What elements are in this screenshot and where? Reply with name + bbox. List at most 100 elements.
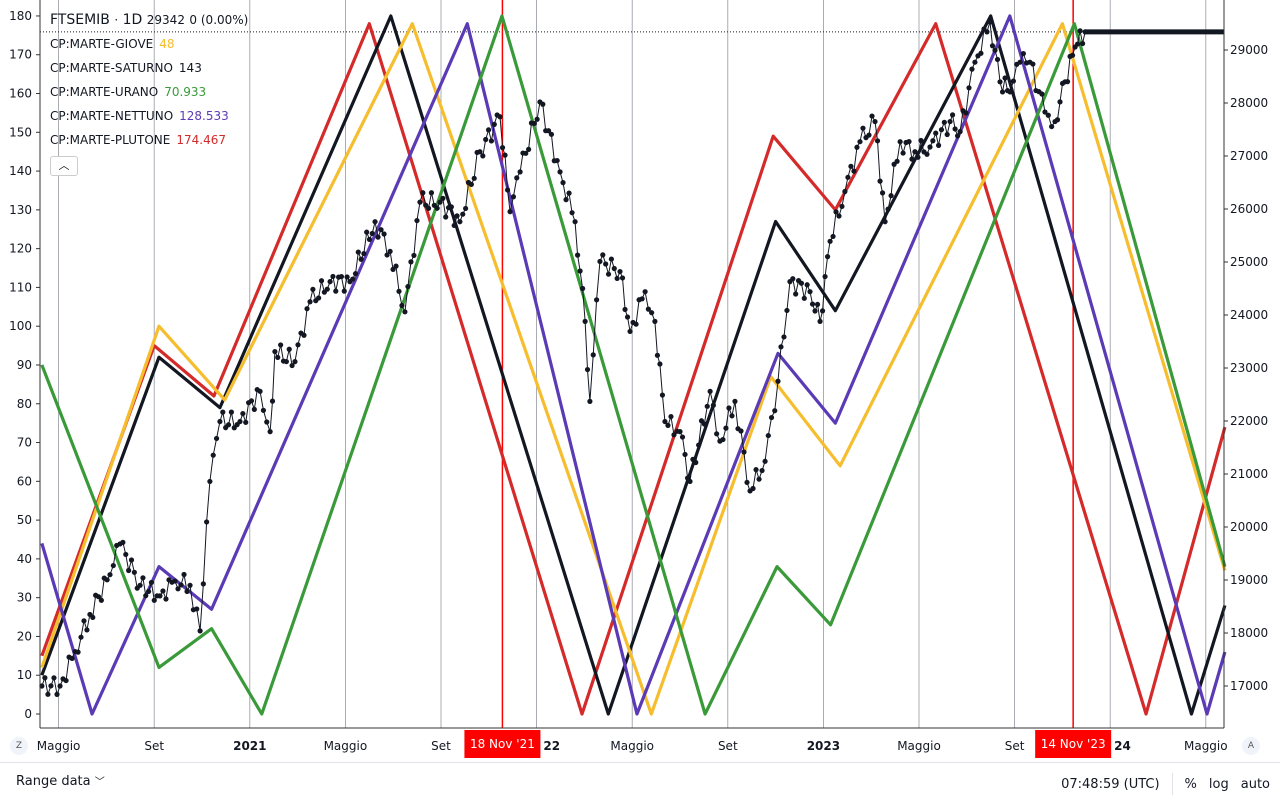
price-point — [45, 691, 51, 697]
price-point — [619, 275, 626, 281]
price-point — [842, 188, 848, 195]
price-point — [909, 156, 915, 162]
price-point — [488, 138, 495, 144]
price-point — [874, 138, 881, 144]
price-point — [200, 581, 206, 587]
price-point — [784, 307, 790, 314]
log-toggle[interactable]: log — [1208, 776, 1229, 792]
price-point — [732, 398, 738, 404]
legend-title[interactable]: FTSEMIB · 1D 29342 0 (0.00%) — [50, 8, 248, 32]
price-point — [593, 297, 600, 303]
auto-toggle[interactable]: auto — [1240, 776, 1270, 792]
scroll-left-button[interactable]: Z — [10, 737, 28, 755]
price-point — [1077, 28, 1083, 34]
price-point — [243, 419, 249, 425]
price-point — [69, 655, 75, 661]
price-point — [1079, 40, 1086, 47]
price-point — [289, 362, 295, 369]
price-point — [807, 289, 813, 295]
price-point — [402, 309, 408, 315]
legend-indicator[interactable]: CP:MARTE-NETTUNO 128.533 — [50, 104, 248, 128]
left-tick-label: 180 — [9, 9, 32, 23]
price-point — [54, 691, 60, 697]
price-point — [264, 419, 270, 425]
price-point — [39, 683, 45, 689]
price-point — [814, 301, 821, 308]
price-point — [248, 398, 255, 404]
price-point — [649, 310, 655, 316]
price-point — [146, 588, 152, 595]
price-point — [545, 128, 552, 134]
left-tick-label: 100 — [9, 319, 32, 333]
percent-toggle[interactable]: % — [1184, 776, 1197, 792]
price-point — [989, 43, 996, 49]
price-point — [1030, 61, 1036, 67]
price-point — [1010, 78, 1017, 84]
price-point — [120, 539, 126, 545]
price-point — [720, 436, 726, 443]
indicator-line-cp-marte-plutone — [40, 22, 1227, 716]
price-point — [341, 288, 347, 294]
price-point — [933, 130, 939, 136]
price-point — [693, 459, 699, 466]
left-tick-label: 40 — [17, 552, 32, 566]
price-chart[interactable]: Maggio Set 2021 Maggio Set 22 Maggio Set 2023 Mag… — [0, 0, 1280, 762]
price-point — [944, 131, 950, 138]
legend-indicator[interactable]: CP:MARTE-PLUTONE 174.467 — [50, 128, 248, 152]
legend-indicator[interactable]: CP:MARTE-GIOVE 48 — [50, 32, 248, 56]
price-point — [882, 219, 888, 225]
left-btn-label: Z — [15, 741, 23, 751]
legend-indicator[interactable]: CP:MARTE-URANO 70.933 — [50, 80, 248, 104]
price-point — [399, 302, 405, 309]
price-point — [869, 113, 875, 119]
price-point — [603, 261, 609, 267]
price-point — [163, 596, 169, 602]
scroll-right-button[interactable]: A — [1242, 737, 1260, 755]
price-point — [969, 66, 975, 72]
price-point — [833, 209, 839, 215]
price-point — [90, 614, 96, 621]
price-point — [361, 250, 367, 257]
price-point — [888, 193, 894, 199]
price-point — [463, 205, 469, 212]
right-tick-label: 19000 — [1230, 573, 1268, 587]
price-point — [84, 627, 90, 633]
interval: 1D — [122, 12, 143, 28]
utc-clock[interactable]: 07:48:59 (UTC) — [1061, 776, 1160, 792]
price-point — [657, 361, 663, 367]
price-point — [260, 407, 267, 413]
price-point — [514, 175, 520, 181]
price-point — [569, 210, 575, 216]
price-point — [679, 434, 686, 440]
price-point — [827, 238, 833, 244]
price-point — [1039, 91, 1045, 97]
date-markers — [501, 0, 1074, 728]
x-tick-label: Set — [431, 739, 451, 753]
price-point — [845, 174, 851, 180]
date-range-button[interactable]: Range data ﹀ — [16, 773, 105, 789]
price-point — [744, 479, 750, 486]
price-point — [1074, 41, 1081, 47]
price-point — [104, 577, 110, 583]
price-point — [502, 152, 508, 158]
indicator-line-cp-marte-urano — [40, 14, 1227, 716]
price-point — [207, 478, 213, 485]
price-point — [197, 628, 203, 634]
price-point — [682, 451, 688, 458]
right-btn-label: A — [1247, 741, 1255, 751]
price-point — [897, 139, 903, 145]
price-point — [687, 478, 693, 485]
indicator-value: 143 — [178, 61, 202, 75]
price-point — [63, 677, 69, 684]
price-point — [352, 271, 359, 277]
legend-indicator[interactable]: CP:MARTE-SATURNO 143 — [50, 56, 248, 80]
price-point — [714, 431, 720, 437]
price-point — [906, 138, 912, 145]
price-point — [984, 29, 990, 35]
bottom-toolbar: Range data ﹀ 07:48:59 (UTC) % log auto — [0, 762, 1280, 801]
price-point — [1017, 59, 1023, 65]
price-point — [510, 194, 517, 200]
price-point — [645, 306, 651, 312]
price-point — [491, 121, 497, 127]
collapse-legend-button[interactable]: ︿ — [50, 156, 78, 176]
